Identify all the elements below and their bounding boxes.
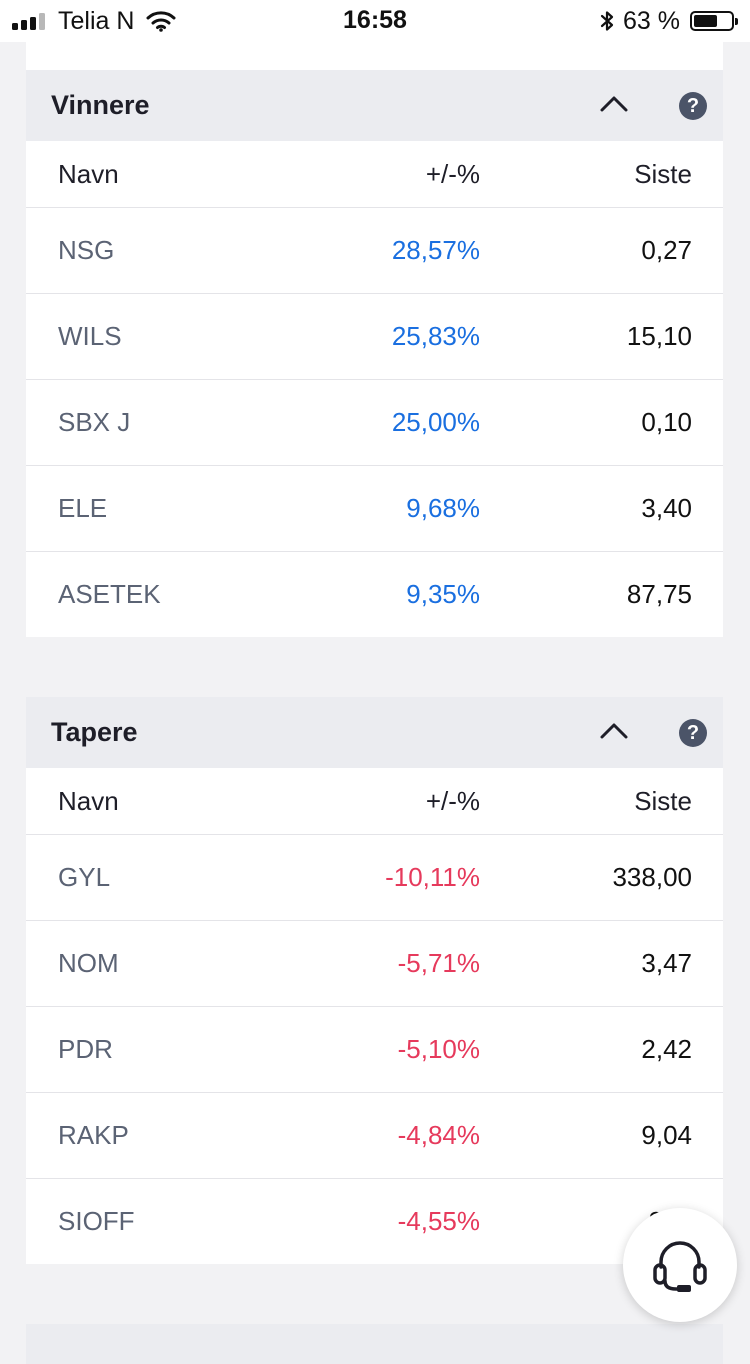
chevron-up-icon[interactable] [599,90,629,120]
last-price: 9,04 [641,1120,692,1150]
last-price: 338,00 [612,862,692,892]
column-change[interactable]: +/-% [425,785,480,816]
table-header: Navn +/-% Siste [26,768,723,835]
change-percent: -4,55% [397,1206,480,1236]
stock-ticker: GYL [58,862,111,892]
change-percent: -4,84% [397,1120,480,1150]
column-name[interactable]: Navn [58,158,119,189]
column-change[interactable]: +/-% [425,158,480,189]
section-spacer [26,1264,723,1324]
section-title: Tapere [51,717,138,747]
stock-ticker: PDR [58,1034,113,1064]
table-row[interactable]: SIOFF -4,55% 2,... [26,1179,723,1264]
change-percent: 25,83% [391,321,480,351]
bluetooth-icon [600,11,614,31]
wifi-icon [146,11,176,32]
change-percent: 9,68% [406,493,480,523]
stock-ticker: NSG [58,235,115,265]
change-percent: -5,10% [397,1034,480,1064]
card-top [26,42,723,70]
next-section-header [26,1324,723,1364]
battery-icon [690,11,738,31]
table-row[interactable]: PDR -5,10% 2,42 [26,1007,723,1093]
section-spacer [26,637,723,697]
carrier-name: Telia N [58,6,135,35]
table-row[interactable]: WILS 25,83% 15,10 [26,294,723,380]
stock-ticker: WILS [58,321,122,351]
table-row[interactable]: ELE 9,68% 3,40 [26,466,723,552]
table-row[interactable]: NSG 28,57% 0,27 [26,208,723,294]
status-bar: Telia N 16:58 63 % [0,0,750,42]
stock-ticker: ELE [58,493,108,523]
headset-icon [653,1241,707,1292]
stock-ticker: NOM [58,948,119,978]
table-header: Navn +/-% Siste [26,141,723,208]
help-icon[interactable]: ? [679,92,707,120]
chevron-up-icon[interactable] [599,717,629,747]
change-percent: 25,00% [391,407,480,437]
battery-percentage: 63 % [623,6,680,35]
stock-ticker: ASETEK [58,579,161,609]
stock-ticker: SBX J [58,407,131,437]
column-last[interactable]: Siste [634,785,692,816]
losers-header[interactable]: Tapere ? [26,697,723,768]
last-price: 15,10 [626,321,692,351]
signal-strength-icon [12,12,48,30]
table-row[interactable]: GYL -10,11% 338,00 [26,835,723,921]
last-price: 0,10 [641,407,692,437]
clock: 16:58 [343,6,407,34]
change-percent: 9,35% [406,579,480,609]
stock-ticker: SIOFF [58,1206,135,1236]
change-percent: -10,11% [385,862,480,892]
last-price: 3,47 [641,948,692,978]
table-row[interactable]: NOM -5,71% 3,47 [26,921,723,1007]
section-title: Vinnere [51,90,150,120]
change-percent: -5,71% [397,948,480,978]
help-icon[interactable]: ? [679,719,707,747]
support-chat-button[interactable] [623,1208,737,1322]
column-name[interactable]: Navn [58,785,119,816]
winners-section: Vinnere ? Navn +/-% Siste NSG 28,57% 0,2… [26,70,723,637]
change-percent: 28,57% [391,235,480,265]
stock-ticker: RAKP [58,1120,129,1150]
winners-header[interactable]: Vinnere ? [26,70,723,141]
table-row[interactable]: SBX J 25,00% 0,10 [26,380,723,466]
column-last[interactable]: Siste [634,158,692,189]
last-price: 2,42 [641,1034,692,1064]
table-row[interactable]: ASETEK 9,35% 87,75 [26,552,723,637]
table-row[interactable]: RAKP -4,84% 9,04 [26,1093,723,1179]
last-price: 3,40 [641,493,692,523]
losers-section: Tapere ? Navn +/-% Siste GYL -10,11% 338… [26,697,723,1264]
market-movers: Vinnere ? Navn +/-% Siste NSG 28,57% 0,2… [26,42,723,1364]
last-price: 0,27 [641,235,692,265]
last-price: 87,75 [626,579,692,609]
